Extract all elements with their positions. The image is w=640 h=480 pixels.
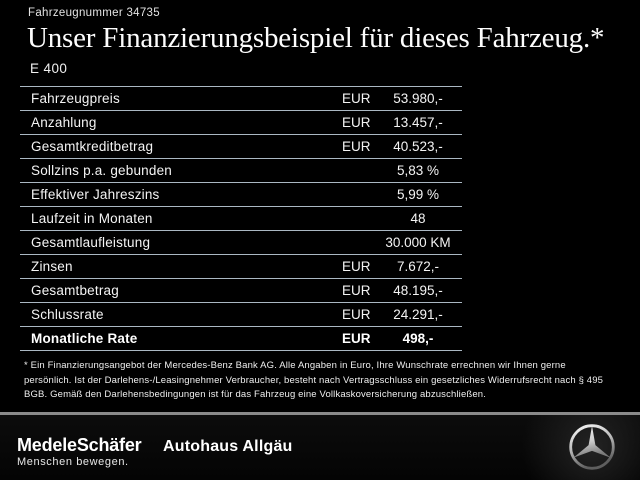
row-label: Gesamtkreditbetrag bbox=[31, 139, 154, 154]
dealer-tagline: Menschen bewegen. bbox=[17, 456, 129, 468]
row-label: Effektiver Jahreszins bbox=[31, 187, 160, 202]
row-currency: EUR bbox=[342, 91, 371, 106]
row-currency: EUR bbox=[342, 283, 371, 298]
row-value: 5,99 % bbox=[396, 187, 440, 202]
row-value: 13.457,- bbox=[393, 115, 443, 130]
row-currency: EUR bbox=[342, 331, 371, 346]
row-label: Fahrzeugpreis bbox=[31, 91, 120, 106]
table-row-monatliche-rate: Monatliche Rate EUR 498,- bbox=[20, 326, 462, 351]
row-value: 48 bbox=[410, 211, 426, 226]
vehicle-model: E 400 bbox=[30, 61, 68, 76]
table-row-effektiver-jahreszins: Effektiver Jahreszins 5,99 % bbox=[20, 182, 462, 206]
table-row-gesamtlaufleistung: Gesamtlaufleistung 30.000 KM bbox=[20, 230, 462, 254]
table-row-gesamtbetrag: Gesamtbetrag EUR 48.195,- bbox=[20, 278, 462, 302]
table-row-laufzeit: Laufzeit in Monaten 48 bbox=[20, 206, 462, 230]
table-row-gesamtkreditbetrag: Gesamtkreditbetrag EUR 40.523,- bbox=[20, 134, 462, 158]
row-currency: EUR bbox=[342, 307, 371, 322]
row-label: Laufzeit in Monaten bbox=[31, 211, 153, 226]
row-label: Sollzins p.a. gebunden bbox=[31, 163, 173, 178]
row-currency: EUR bbox=[342, 259, 371, 274]
row-label: Anzahlung bbox=[31, 115, 97, 130]
row-currency: EUR bbox=[342, 139, 371, 154]
page-title: Unser Finanzierungsbeispiel für dieses F… bbox=[27, 22, 605, 54]
row-value: 53.980,- bbox=[393, 91, 443, 106]
table-row-fahrzeugpreis: Fahrzeugpreis EUR 53.980,- bbox=[20, 86, 462, 110]
row-label: Gesamtbetrag bbox=[31, 283, 119, 298]
row-value: 48.195,- bbox=[393, 283, 443, 298]
table-row-sollzins: Sollzins p.a. gebunden 5,83 % bbox=[20, 158, 462, 182]
table-row-anzahlung: Anzahlung EUR 13.457,- bbox=[20, 110, 462, 134]
legal-footnote: * Ein Finanzierungsangebot der Mercedes-… bbox=[24, 360, 604, 401]
row-value: 40.523,- bbox=[393, 139, 443, 154]
row-value: 498,- bbox=[402, 331, 434, 346]
row-label: Monatliche Rate bbox=[31, 331, 138, 346]
dealer-logo-medele-schaefer: MedeleSchäfer bbox=[17, 435, 142, 455]
table-row-zinsen: Zinsen EUR 7.672,- bbox=[20, 254, 462, 278]
finance-table: Fahrzeugpreis EUR 53.980,- Anzahlung EUR… bbox=[20, 86, 462, 351]
row-currency: EUR bbox=[342, 115, 371, 130]
row-value: 24.291,- bbox=[393, 307, 443, 322]
mercedes-star-icon bbox=[569, 424, 615, 470]
row-value: 5,83 % bbox=[396, 163, 440, 178]
table-row-schlussrate: Schlussrate EUR 24.291,- bbox=[20, 302, 462, 326]
dealer-name-autohaus-allgaeu: Autohaus Allgäu bbox=[163, 438, 293, 455]
row-value: 30.000 KM bbox=[385, 235, 451, 250]
footer-divider bbox=[0, 412, 640, 415]
row-value: 7.672,- bbox=[396, 259, 440, 274]
vehicle-number: Fahrzeugnummer 34735 bbox=[28, 7, 160, 19]
row-label: Schlussrate bbox=[31, 307, 104, 322]
footer-bar: MedeleSchäfer Menschen bewegen. Autohaus… bbox=[0, 415, 640, 480]
row-label: Gesamtlaufleistung bbox=[31, 235, 151, 250]
row-label: Zinsen bbox=[31, 259, 73, 274]
